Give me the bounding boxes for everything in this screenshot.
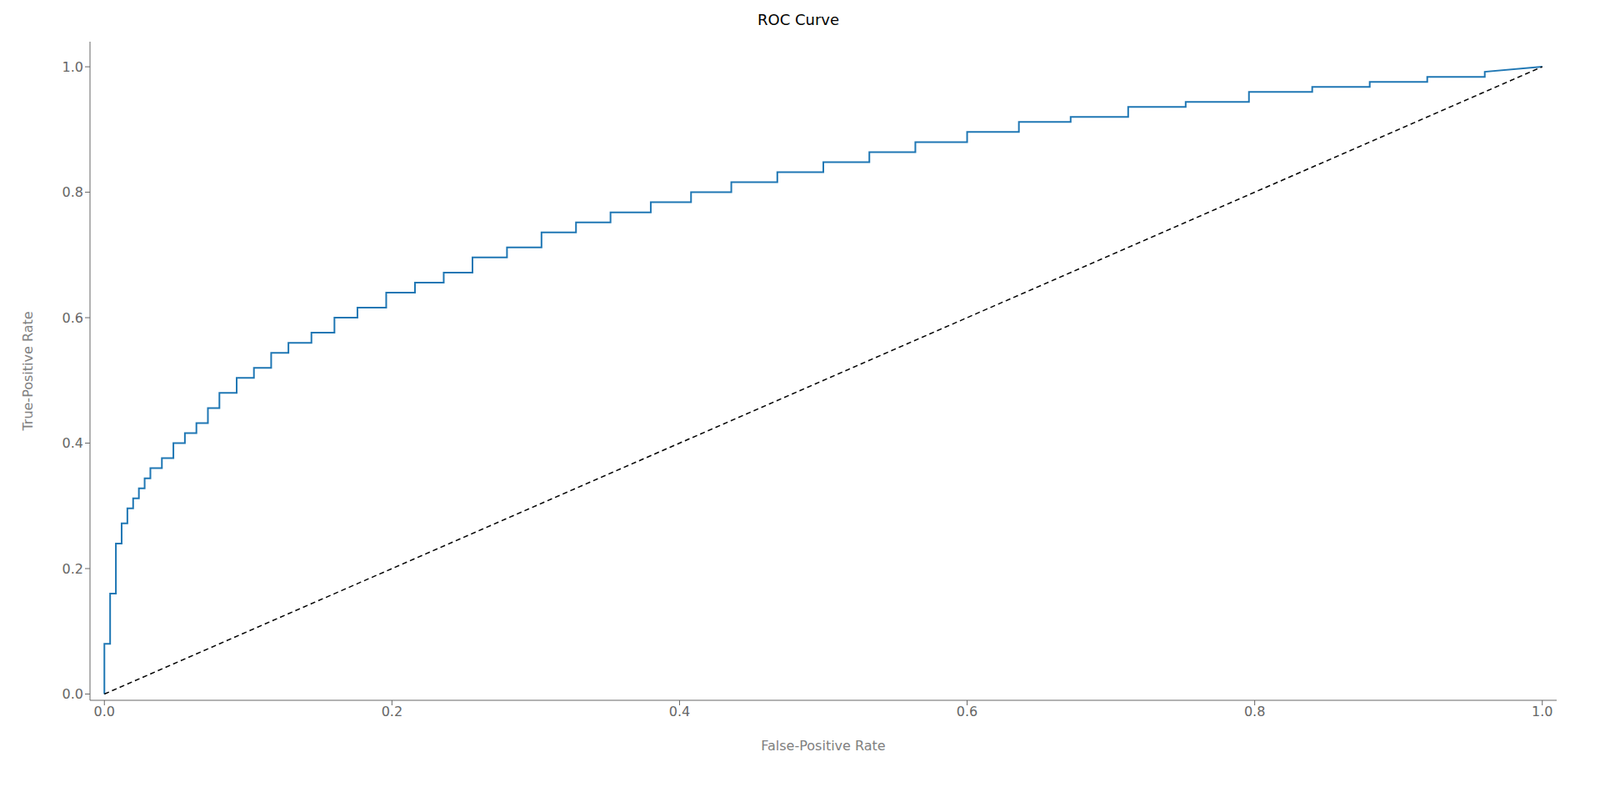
svg-text:True-Positive Rate: True-Positive Rate	[20, 310, 36, 431]
svg-text:0.2: 0.2	[381, 703, 403, 720]
svg-text:0.0: 0.0	[62, 685, 84, 702]
svg-text:0.0: 0.0	[94, 703, 115, 720]
svg-text:0.6: 0.6	[956, 703, 978, 720]
html-text:ROC Curve: ROC Curve	[757, 10, 840, 29]
svg-text:1.0: 1.0	[1531, 703, 1553, 720]
svg-text:0.8: 0.8	[1244, 703, 1265, 720]
svg-text:0.4: 0.4	[62, 435, 84, 451]
svg-text:0.8: 0.8	[62, 184, 84, 200]
svg-text:0.6: 0.6	[62, 310, 84, 326]
svg-text:1.0: 1.0	[62, 59, 84, 75]
svg-text:False-Positive Rate: False-Positive Rate	[760, 737, 885, 754]
svg-text:0.2: 0.2	[62, 560, 84, 577]
svg-text:0.4: 0.4	[669, 703, 690, 720]
